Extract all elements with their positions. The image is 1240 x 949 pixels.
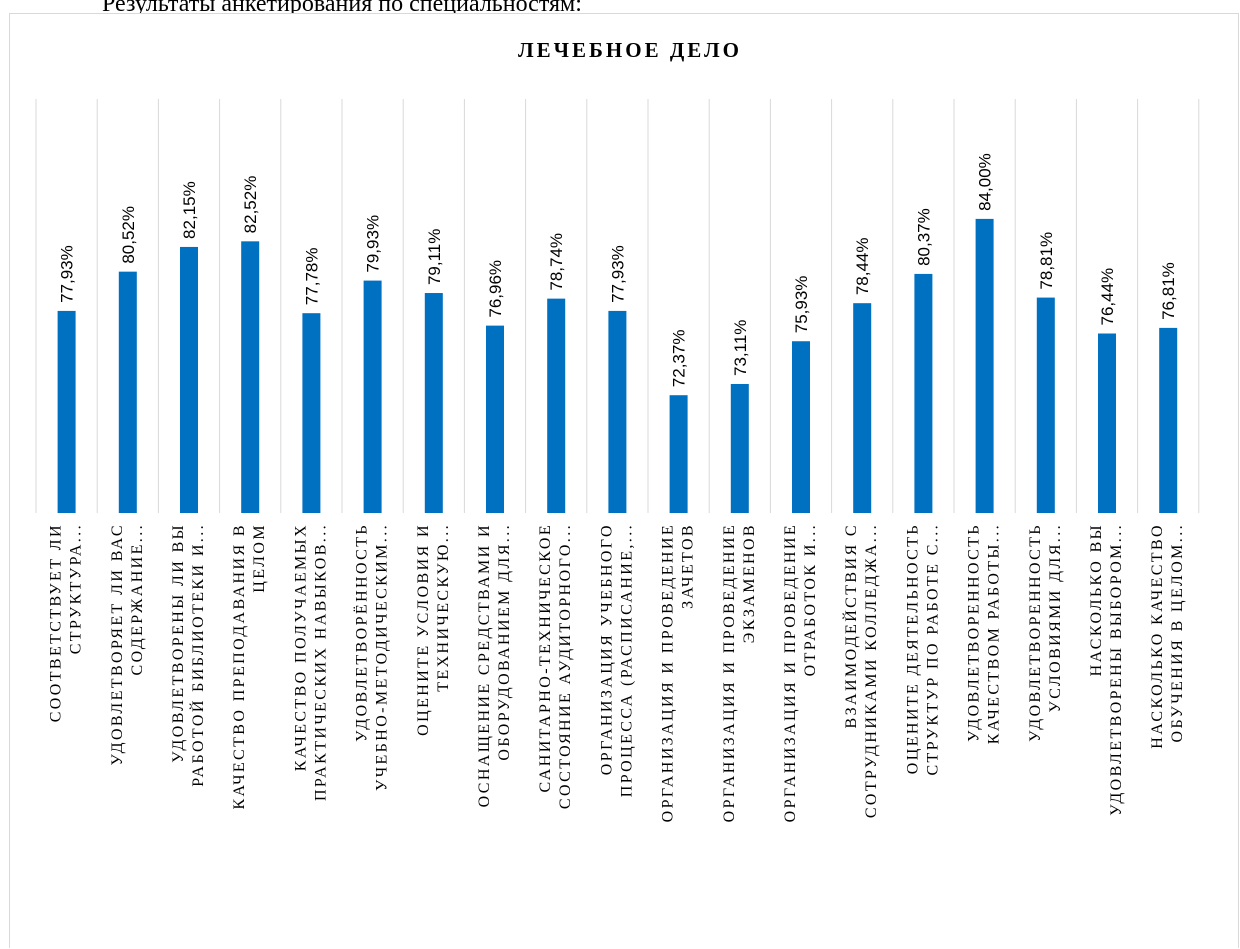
data-label: 78,44% (853, 238, 872, 296)
category-label: ТЕХНИЧЕСКУЮ... (435, 523, 452, 692)
bar (57, 310, 76, 513)
category-label: ПРОЦЕССА (РАСПИСАНИЕ,... (618, 523, 635, 797)
category-label: УДОВЛЕТВОРЕННОСТЬ (966, 523, 983, 742)
data-label: 79,11% (425, 229, 444, 285)
category-label: УСЛОВИЯМИ ДЛЯ... (1047, 523, 1064, 713)
page-heading: Результаты анкетирования по специальност… (102, 0, 582, 17)
category-label: КАЧЕСТВОМ РАБОТЫ... (986, 523, 1003, 744)
category-label: ЗАЧЕТОВ (680, 523, 697, 609)
data-label: 77,78% (302, 248, 321, 306)
category-label: УДОВЛЕТВОРЯЕТ ЛИ ВАС (109, 523, 126, 765)
category-label: СТРУКТУР ПО РАБОТЕ С... (924, 523, 941, 776)
data-label: 79,93% (364, 215, 383, 273)
category-label: УЧЕБНО-МЕТОДИЧЕСКИМ... (374, 523, 391, 791)
bar (363, 280, 382, 513)
category-label: ОРГАНИЗАЦИЯ УЧЕБНОГО (598, 523, 615, 775)
bar (547, 298, 566, 513)
bar (1098, 333, 1116, 513)
category-label: ОТРАБОТОК И... (802, 523, 819, 676)
category-label: СООТВЕТСТВУЕТ ЛИ (48, 523, 65, 722)
category-label: ОБОРУДОВАНИЕМ ДЛЯ... (496, 523, 513, 761)
bar (486, 325, 504, 513)
bar (241, 241, 260, 513)
category-label: НАСКОЛЬКО КАЧЕСТВО (1149, 523, 1166, 749)
category-label: ВЗАИМОДЕЙСТВИЯ С (841, 523, 860, 728)
category-label: ОБУЧЕНИЯ В ЦЕЛОМ... (1169, 523, 1186, 742)
category-label: УДОВЛЕТВОРЁННОСТЬ (353, 523, 371, 742)
data-label: 75,93% (792, 276, 811, 334)
category-label: ОРГАНИЗАЦИЯ И ПРОВЕДЕНИЕ (660, 523, 677, 822)
bar (853, 303, 872, 513)
bar-chart: ЛЕЧЕБНОЕ ДЕЛО 77,93%СООТВЕТСТВУЕТ ЛИ СТРУ… (35, 38, 1200, 822)
bar (302, 313, 321, 513)
bar (1159, 327, 1178, 513)
bar (792, 341, 810, 513)
category-label: САНИТАРНО-ТЕХНИЧЕСКОЕ (537, 523, 554, 792)
chart-frame: ЛЕЧЕБНОЕ ДЕЛО 77,93% СООТВЕТСТВУЕТ ЛИ СТРУ… (9, 13, 1239, 948)
category-label: УДОВЛЕТВОРЕНЫ ЛИ ВЫ (170, 523, 187, 763)
category-label: КАЧЕСТВО ПРЕПОДАВАНИЯ В (231, 523, 248, 810)
category-label: ОЦЕНИТЕ ДЕЯТЕЛЬНОСТЬ (904, 523, 921, 774)
data-label: 82,52% (241, 176, 260, 234)
category-label: ЦЕЛОМ (251, 523, 268, 593)
data-label: 80,52% (119, 206, 138, 264)
bar (118, 271, 137, 513)
category-label: ПРАКТИЧЕСКИХ НАВЫКОВ... (312, 523, 329, 801)
category-label: ЭКЗАМЕНОВ (741, 523, 758, 643)
bar (180, 246, 198, 513)
bar (669, 395, 688, 513)
data-label: 77,93% (608, 245, 627, 303)
category-label: СОДЕРЖАНИЕ... (129, 523, 146, 675)
bar (914, 273, 933, 513)
bar (608, 310, 627, 513)
data-label: 80,37% (914, 208, 933, 266)
category-label: КАЧЕСТВО ПОЛУЧАЕМЫХ (292, 523, 309, 771)
category-label: РАБОТОЙ БИБЛИОТЕКИ И... (188, 523, 207, 787)
category-label: ОРГАНИЗАЦИЯ И ПРОВЕДЕНИЕ (782, 523, 799, 822)
bar (975, 218, 994, 513)
category-label: ОРГАНИЗАЦИЯ И ПРОВЕДЕНИЕ (721, 523, 738, 822)
bar (424, 293, 443, 513)
data-label: 78,81% (1037, 232, 1056, 290)
data-label: 72,37% (670, 330, 689, 388)
data-label: 73,11% (731, 320, 750, 376)
data-label: 76,96% (486, 260, 505, 318)
data-label: 78,74% (547, 233, 566, 291)
data-label: 82,15% (180, 181, 199, 239)
data-label: 84,00% (976, 153, 995, 211)
category-label: СОТРУДНИКАМИ КОЛЛЕДЖА... (863, 523, 880, 818)
data-label: 77,93% (58, 245, 77, 303)
data-label: 76,44% (1098, 268, 1117, 326)
category-label: УДОВЛЕТВОРЕННОСТЬ (1027, 523, 1044, 742)
chart-title: ЛЕЧЕБНОЕ ДЕЛО (518, 38, 742, 62)
category-label: УДОВЛЕТВОРЕНЫ ВЫБОРОМ... (1108, 523, 1125, 816)
category-label: СТРУКТУРА... (68, 523, 85, 654)
bar (1036, 297, 1055, 513)
data-label: 76,81% (1159, 262, 1178, 320)
category-label: НАСКОЛЬКО ВЫ (1088, 523, 1105, 676)
category-label: ОСНАЩЕНИЕ СРЕДСТВАМИ И (476, 523, 493, 807)
bar (730, 383, 749, 513)
category-label: ОЦЕНИТЕ УСЛОВИЯ И (415, 523, 432, 736)
category-label: СОСТОЯНИЕ АУДИТОРНОГО... (557, 523, 574, 809)
